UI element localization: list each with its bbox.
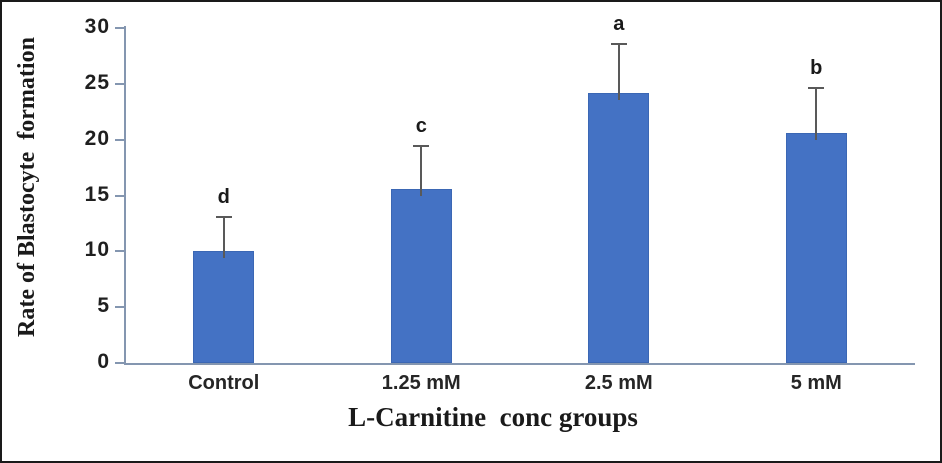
y-tick-label: 5 [97,294,110,318]
error-bar-line [222,216,225,259]
y-tick-label: 30 [84,15,110,38]
x-axis-title: L-Carnitine conc groups [348,402,638,432]
significance-letter: c [415,115,427,138]
error-bar-line [815,88,818,140]
category-label: 2.5 mM [584,372,653,394]
y-tick-mark [115,194,125,197]
error-bar-cap [808,87,825,90]
y-tick-mark [115,27,125,29]
y-tick-mark [115,306,125,309]
category-label: 1.25 mM [381,372,461,394]
error-bar-cap [215,215,232,218]
category-label: Control [188,372,260,394]
y-tick-label: 20 [84,126,110,150]
significance-letter: b [810,57,823,80]
x-axis-line [124,363,915,365]
y-tick-label: 25 [84,70,110,94]
y-axis-title: Rate of Blastocyte formation [14,37,40,337]
error-bar-cap [413,145,430,148]
significance-letter: a [613,12,625,35]
bar-control [193,251,255,363]
category-label: 5 mM [790,372,842,394]
y-tick-mark [115,82,125,85]
y-tick-mark [115,362,125,364]
y-tick-mark [115,250,125,253]
y-tick-label: 10 [84,238,110,262]
y-tick-mark [115,138,125,141]
bar-5-mm [785,132,847,363]
error-bar-cap [610,42,627,45]
significance-letter: d [217,185,230,208]
y-axis-line [124,26,126,365]
error-bar-line [420,146,423,196]
bar-1-25-mm [390,188,452,363]
error-bar-line [617,43,620,100]
y-tick-label: 0 [97,350,110,373]
y-tick-label: 15 [84,182,110,206]
bar-2-5-mm [588,92,650,363]
